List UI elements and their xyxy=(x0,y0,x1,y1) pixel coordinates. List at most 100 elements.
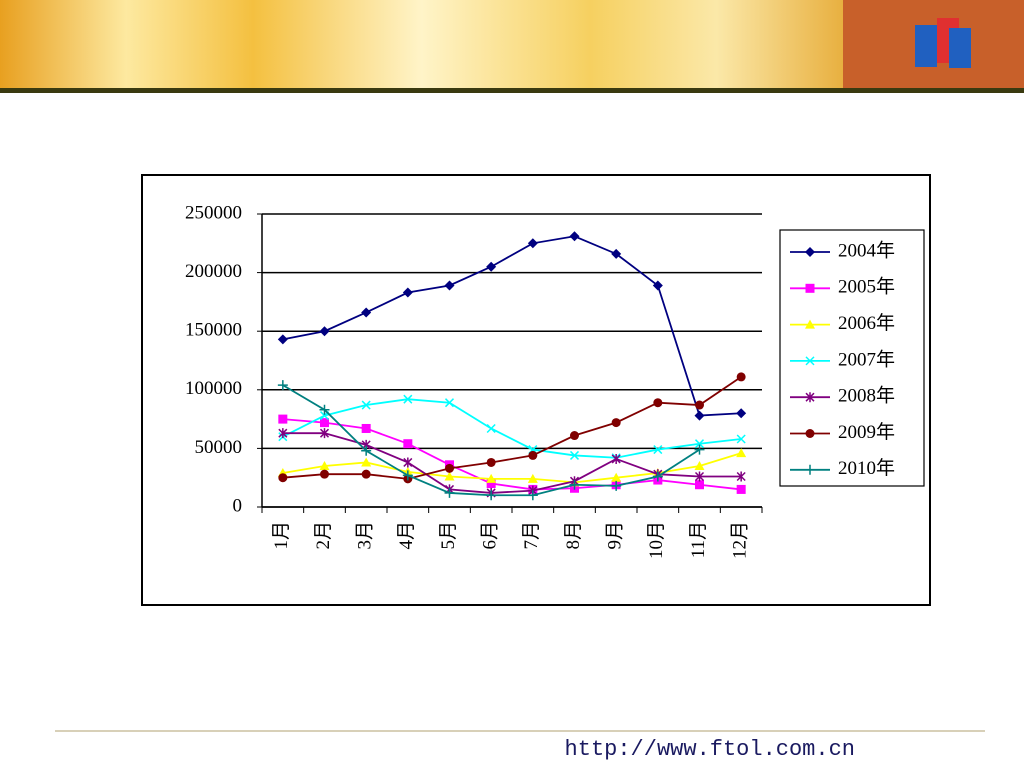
x-tick-label: 6月 xyxy=(480,521,501,550)
data-point xyxy=(694,439,705,449)
x-tick-label: 3月 xyxy=(355,521,376,550)
data-point xyxy=(486,457,496,467)
legend-label: 2010年 xyxy=(838,457,895,479)
data-point xyxy=(695,480,704,490)
data-point xyxy=(736,484,746,494)
data-point xyxy=(694,410,705,421)
x-tick-label: 8月 xyxy=(563,521,584,550)
data-point xyxy=(444,487,455,498)
footer-url: http://www.ftol.com.cn xyxy=(565,737,855,762)
logo xyxy=(915,18,971,68)
data-point xyxy=(445,463,454,473)
legend-label: 2008年 xyxy=(838,385,895,407)
data-point xyxy=(611,472,622,482)
header-rule xyxy=(0,88,1024,93)
data-point xyxy=(486,479,496,489)
data-point xyxy=(319,428,330,439)
legend-marker xyxy=(805,283,815,293)
y-tick-label: 200000 xyxy=(185,261,242,282)
data-point xyxy=(736,408,747,419)
legend-marker xyxy=(805,356,815,366)
data-point xyxy=(527,473,538,483)
data-point xyxy=(403,457,413,468)
data-point xyxy=(361,423,371,433)
data-point xyxy=(361,307,372,318)
legend-marker xyxy=(805,319,815,329)
data-point xyxy=(402,287,413,298)
y-tick-label: 0 xyxy=(233,495,243,516)
data-point xyxy=(695,400,704,410)
x-tick-label: 11月 xyxy=(688,521,709,558)
data-point xyxy=(570,431,579,441)
data-point xyxy=(319,460,330,470)
data-point xyxy=(486,423,496,434)
legend-label: 2009年 xyxy=(838,421,895,443)
data-point xyxy=(278,414,288,424)
legend-label: 2004年 xyxy=(838,239,895,261)
legend-label: 2006年 xyxy=(838,312,895,334)
series-line xyxy=(282,376,742,480)
x-tick-label: 7月 xyxy=(521,521,542,550)
data-point xyxy=(361,457,372,467)
x-tick-label: 1月 xyxy=(271,521,292,550)
header-banner xyxy=(0,0,843,88)
data-point xyxy=(611,480,622,491)
legend-box xyxy=(779,229,925,487)
legend-marker xyxy=(805,247,815,257)
data-point xyxy=(569,479,580,490)
legend-marker xyxy=(805,392,815,403)
y-tick-label: 250000 xyxy=(185,202,242,223)
data-point xyxy=(403,439,413,449)
data-point xyxy=(319,404,330,415)
data-point xyxy=(611,418,621,428)
legend-marker xyxy=(805,464,815,475)
data-point xyxy=(486,473,497,483)
data-point xyxy=(361,469,371,479)
data-point xyxy=(652,280,663,291)
data-point xyxy=(277,334,288,345)
data-point xyxy=(319,326,330,337)
data-point xyxy=(736,471,746,482)
data-point xyxy=(653,445,663,455)
data-point xyxy=(361,445,372,456)
legend-marker xyxy=(805,429,815,438)
data-point xyxy=(652,471,663,482)
data-point xyxy=(444,398,455,408)
series-line xyxy=(282,418,742,491)
data-point xyxy=(611,453,621,464)
data-point xyxy=(320,418,329,428)
x-tick-label: 2月 xyxy=(313,521,334,550)
chart: 0 50000 100000 150000 200000 250000 1月 2月 3月 4月 5月… xyxy=(185,202,925,559)
data-point xyxy=(569,450,580,460)
data-point xyxy=(527,490,538,501)
data-point xyxy=(736,448,747,458)
data-point xyxy=(569,231,580,242)
x-tick-label: 5月 xyxy=(438,521,459,550)
data-point xyxy=(486,261,497,272)
data-point xyxy=(527,238,538,249)
data-point xyxy=(278,473,288,483)
data-point xyxy=(611,248,622,259)
data-point xyxy=(694,460,705,470)
x-tick-label: 9月 xyxy=(605,521,626,550)
data-point xyxy=(694,444,705,455)
data-point xyxy=(277,380,288,391)
data-point xyxy=(694,471,705,482)
data-point xyxy=(736,372,746,382)
data-point xyxy=(320,469,329,479)
data-point xyxy=(444,471,455,481)
legend-label: 2005年 xyxy=(838,276,895,298)
y-tick-label: 100000 xyxy=(185,378,242,399)
series-line xyxy=(282,235,742,417)
y-tick-label: 150000 xyxy=(185,320,242,341)
x-tick-label: 4月 xyxy=(396,521,417,550)
legend: 2004年 2005年 2006年 2007年 2008年 2009年 2010年 xyxy=(779,229,925,487)
data-point xyxy=(653,398,663,408)
data-point xyxy=(402,470,413,481)
data-point xyxy=(403,394,413,404)
x-tick-label: 12月 xyxy=(730,521,751,559)
data-point xyxy=(444,280,455,291)
x-tick-label: 10月 xyxy=(646,521,667,559)
